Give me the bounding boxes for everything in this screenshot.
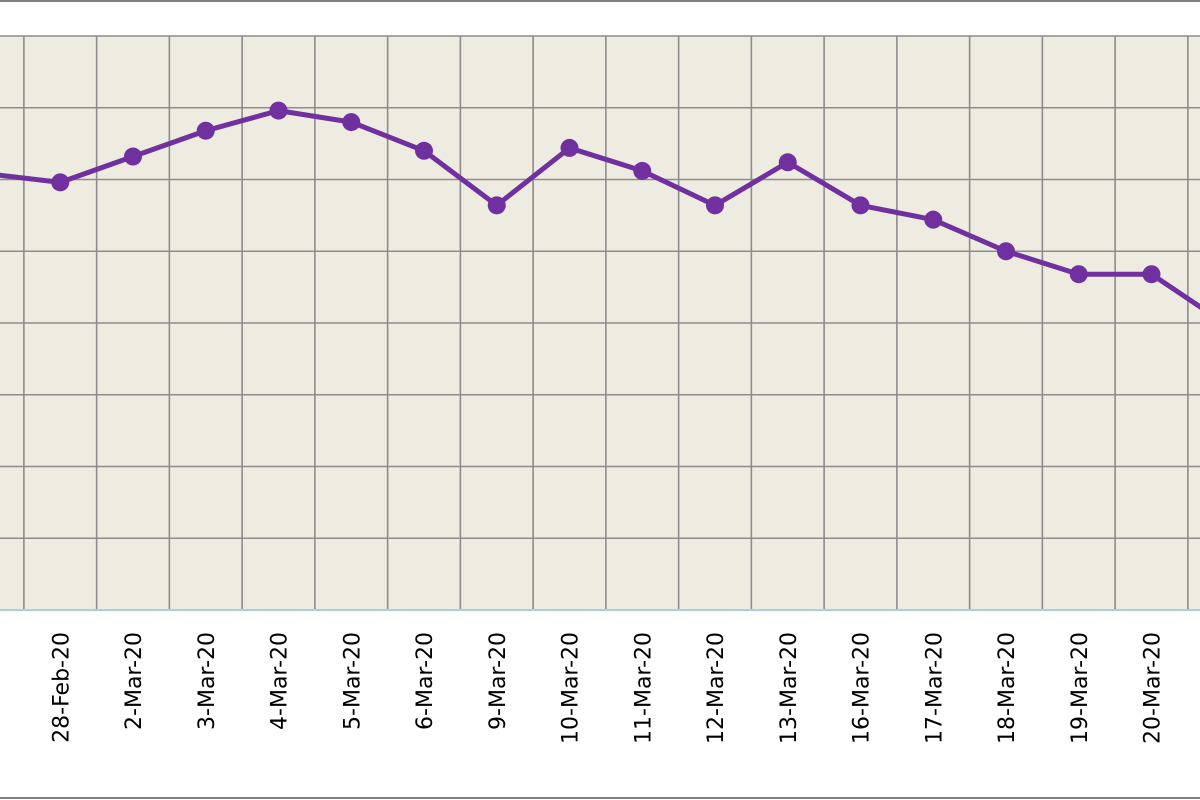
x-tick-label: 17-Mar-20	[922, 632, 947, 744]
x-tick-label: 4-Mar-20	[268, 632, 293, 730]
data-point	[124, 147, 142, 166]
x-tick-label: 19-Mar-20	[1068, 632, 1093, 744]
x-tick-label: 13-Mar-20	[777, 632, 802, 744]
x-axis-tick-labels: 27-Feb-20 28-Feb-20 2-Mar-20 3-Mar-20 4-Mar-…	[0, 632, 1166, 744]
title-band	[0, 0, 1200, 36]
x-tick-label: 20-Mar-20	[1141, 632, 1166, 744]
series-line	[0, 108, 1200, 310]
x-tick-label: 11-Mar-20	[631, 632, 656, 744]
data-point	[560, 138, 579, 157]
data-point	[415, 141, 433, 160]
x-tick-label: 10-Mar-20	[559, 632, 584, 744]
data-point	[997, 242, 1015, 261]
data-point	[924, 210, 943, 229]
x-tick-label: 6-Mar-20	[413, 632, 438, 730]
x-tick-label: 2-Mar-20	[122, 632, 147, 730]
x-tick-label: 28-Feb-20	[49, 632, 74, 743]
x-tick-label: 16-Mar-20	[850, 632, 875, 744]
x-tick-label: 12-Mar-20	[704, 632, 729, 744]
data-point	[706, 196, 724, 215]
data-point	[196, 121, 215, 140]
x-tick-label: 27-Feb-20	[0, 632, 2, 743]
data-point	[778, 153, 797, 172]
x-tick-label: 9-Mar-20	[486, 632, 511, 730]
data-point	[633, 161, 652, 180]
x-tick-label: 18-Mar-20	[995, 632, 1020, 744]
data-point	[269, 101, 288, 120]
data-point	[51, 173, 70, 192]
x-tick-label: 3-Mar-20	[195, 632, 220, 730]
x-tick-label: 5-Mar-20	[340, 632, 365, 730]
series	[0, 101, 1200, 310]
data-point	[1142, 265, 1161, 284]
data-point	[342, 113, 361, 132]
data-point	[487, 196, 506, 215]
data-point	[851, 196, 870, 215]
data-point	[1069, 265, 1088, 284]
